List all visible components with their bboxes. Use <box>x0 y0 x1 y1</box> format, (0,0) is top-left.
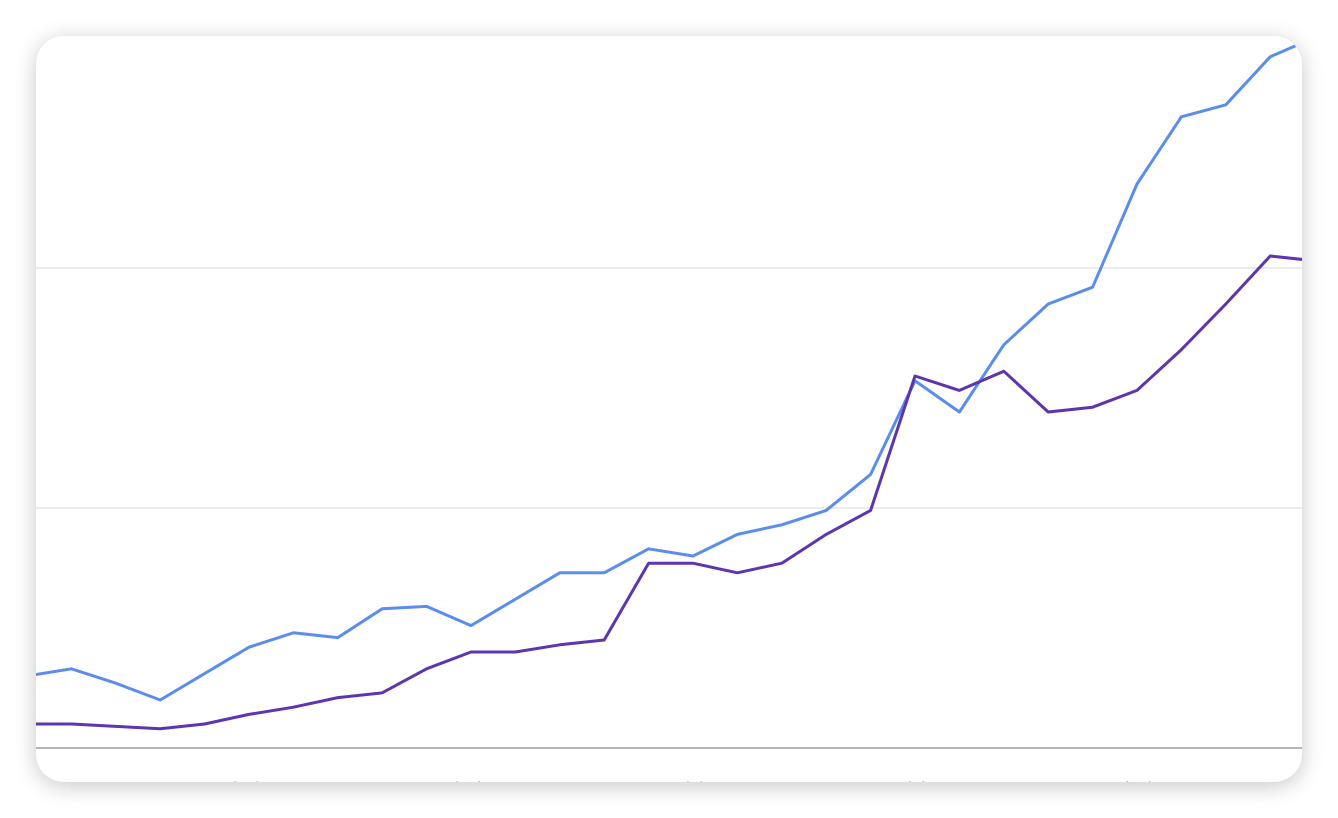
x-tick-label: 9/27/25 <box>444 780 497 782</box>
x-tick-label: 9/22/25 <box>222 780 275 782</box>
x-tick-label: 10/2/25 <box>666 780 719 782</box>
x-tick-label: 10/12/25 <box>1106 780 1168 782</box>
x-tick-label: 10/7/25 <box>888 780 941 782</box>
series-line-2 <box>36 254 1302 731</box>
series-line-1 <box>36 41 1302 702</box>
chart-card: 9/22/25 9/27/25 10/2/25 10/7/25 10/12/25 <box>36 36 1302 782</box>
line-chart: 9/22/25 9/27/25 10/2/25 10/7/25 10/12/25 <box>36 41 1302 782</box>
